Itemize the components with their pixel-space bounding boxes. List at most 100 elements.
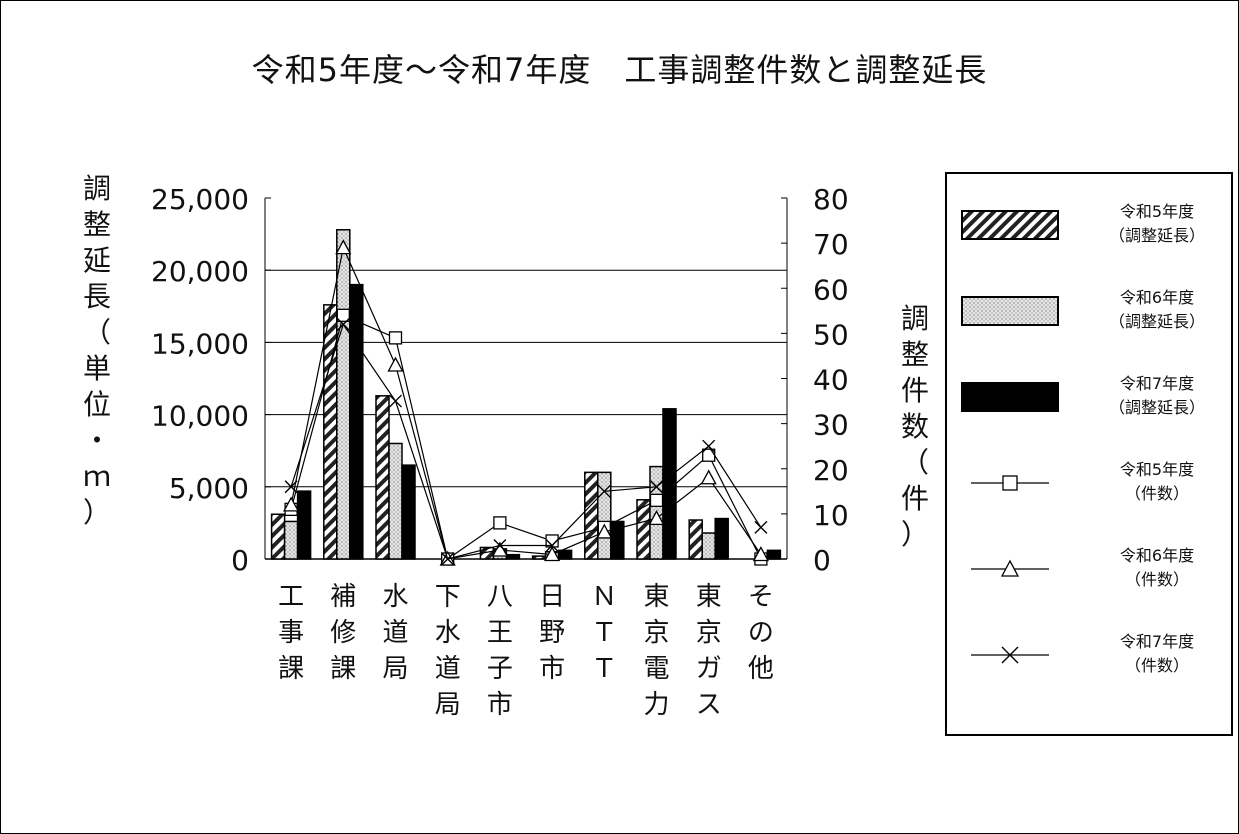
triangle-marker-line-icon (971, 559, 1049, 577)
triangle-marker (544, 546, 561, 562)
legend-label: 令和5年度 （調整延長） (1087, 200, 1227, 248)
triangle-marker (335, 239, 352, 255)
axis-label-char: 件 (900, 482, 929, 515)
category-label: ＮＴＴ (591, 582, 617, 684)
bar (662, 408, 677, 560)
category-char: 京 (643, 618, 669, 648)
swatch-marker (1001, 646, 1019, 664)
category-char: ガ (696, 654, 722, 684)
category-label: その他 (748, 582, 774, 684)
left-tick-label: 25,000 (151, 183, 249, 216)
category-char: Ｔ (591, 654, 617, 684)
bar (283, 520, 299, 560)
triangle-marker (648, 510, 665, 526)
legend-label-line1: 令和5年度 (1119, 460, 1195, 479)
axis-label-char: 位 (82, 388, 111, 421)
legend-label: 令和7年度 （件数） (1087, 630, 1227, 678)
x-marker (545, 538, 559, 552)
right-tick-label: 10 (813, 499, 849, 532)
category-char: 局 (435, 690, 461, 720)
legend-label-line2: （件数） (1124, 656, 1189, 675)
legend-label-line1: 令和5年度 (1119, 202, 1195, 221)
hatched-bar-icon (961, 210, 1059, 240)
category-label: 工事課 (278, 582, 304, 684)
category-char: 日 (539, 582, 565, 612)
right-tick-label: 60 (813, 273, 849, 306)
category-char: 水 (435, 618, 461, 648)
axis-label-char: 調 (900, 302, 929, 335)
category-char: 補 (330, 582, 356, 612)
axis-label-char: （ (82, 316, 111, 349)
triangle-marker (700, 469, 717, 485)
bar (349, 283, 364, 560)
bar (597, 471, 612, 560)
category-char: 道 (382, 618, 408, 648)
triangle-marker (752, 546, 769, 562)
category-char: 課 (330, 654, 356, 684)
right-tick-label: 40 (813, 364, 849, 397)
axis-label-char: 単 (82, 352, 111, 385)
bar (531, 555, 547, 560)
category-char: そ (748, 582, 774, 612)
x-marker (597, 484, 611, 498)
right-tick-label: 50 (813, 318, 849, 351)
bar (401, 464, 416, 560)
category-char: 市 (539, 654, 565, 684)
bar (270, 513, 286, 560)
bar (688, 519, 703, 560)
bar (584, 471, 599, 560)
solid-bar-icon (961, 382, 1059, 412)
legend-label-line2: （調整延長） (1108, 312, 1205, 331)
axis-label-char: 調 (82, 172, 111, 205)
legend-item: 令和5年度 （件数） (947, 442, 1231, 528)
axis-label-char: 件 (900, 374, 929, 407)
category-char: 課 (278, 654, 304, 684)
legend-label-line1: 令和6年度 (1119, 288, 1195, 307)
bar (610, 520, 625, 560)
right-tick-label: 80 (813, 183, 849, 216)
swatch-marker (1000, 559, 1020, 577)
category-char: 工 (278, 582, 304, 612)
axis-label-char: ・ (82, 424, 111, 457)
bar (375, 395, 390, 560)
category-char: の (748, 618, 774, 648)
triangle-marker (387, 356, 404, 372)
left-tick-label: 15,000 (151, 327, 249, 360)
right-tick-label: 0 (813, 544, 831, 577)
axis-label-char: （ (900, 446, 929, 479)
left-tick-label: 5,000 (169, 472, 249, 505)
legend-label: 令和7年度 （調整延長） (1087, 372, 1227, 420)
bar (323, 304, 338, 560)
swatch-fill (961, 382, 1059, 412)
axis-label-char: 長 (82, 280, 111, 313)
left-tick-label: 20,000 (151, 255, 249, 288)
category-char: 野 (539, 618, 565, 648)
right-tick-label: 20 (813, 454, 849, 487)
x-marker (389, 394, 402, 408)
axis-label-char: 延 (82, 244, 111, 277)
axis-label-char: ） (82, 496, 111, 529)
axis-label-char: ｍ (82, 460, 111, 493)
category-char: 他 (748, 654, 774, 684)
axis-label-char: 数 (900, 410, 929, 443)
triangle-marker (283, 496, 300, 512)
category-label: 補修課 (330, 582, 356, 684)
legend-item: 令和5年度 （調整延長） (947, 184, 1231, 270)
category-char: 局 (382, 654, 408, 684)
category-char: 八 (487, 582, 513, 612)
legend-label-line1: 令和7年度 (1119, 374, 1195, 393)
bar (505, 553, 521, 560)
category-char: 修 (330, 618, 356, 648)
legend-item: 令和6年度 （調整延長） (947, 270, 1231, 356)
legend: 令和5年度 （調整延長） 令和6年度 （調整延長） 令和7年度 （調整延長） 令和5年度 （件… (945, 172, 1233, 736)
triangle-marker (596, 523, 613, 539)
square-marker (493, 516, 507, 530)
x-marker (441, 552, 455, 566)
legend-label: 令和6年度 （件数） (1087, 544, 1227, 592)
bar (636, 499, 651, 560)
right-axis-label: 調整件数（件） (897, 301, 933, 553)
